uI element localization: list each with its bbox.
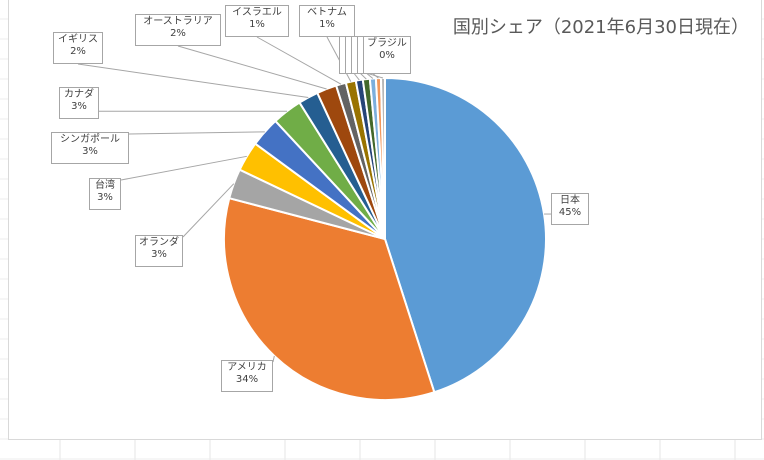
- leader-line: [77, 63, 309, 98]
- data-label-category: シンガポール: [60, 134, 120, 145]
- data-label: アメリカ 34%: [221, 360, 273, 392]
- data-label-category: アメリカ: [227, 362, 267, 373]
- data-label: イギリス 2%: [53, 32, 103, 64]
- chart-area[interactable]: 国別シェア（2021年6月30日現在） 日本 45% アメリカ 34% オランダ 3% 台湾…: [8, 0, 762, 440]
- data-label-value: 3%: [82, 146, 98, 157]
- leader-line: [128, 131, 265, 135]
- chart-title: 国別シェア（2021年6月30日現在）: [452, 17, 749, 38]
- data-label-value: 45%: [558, 207, 582, 218]
- data-label: ベトナム 1%: [299, 5, 355, 37]
- data-label-value: 3%: [97, 192, 113, 203]
- pie-slice[interactable]: [223, 196, 436, 401]
- leader-line: [177, 45, 327, 90]
- data-label-value: 1%: [319, 19, 335, 30]
- data-label-category: オランダ: [139, 237, 179, 248]
- data-label-value: 0%: [379, 50, 395, 61]
- data-label-value: 3%: [71, 101, 87, 112]
- data-label: 日本 45%: [551, 193, 589, 225]
- leader-line: [120, 155, 247, 181]
- data-label-category: イギリス: [58, 34, 98, 45]
- leader-line: [272, 355, 275, 363]
- data-label-category: ベトナム: [307, 7, 347, 18]
- data-label-category: カナダ: [64, 89, 94, 100]
- data-label: イスラエル 1%: [225, 5, 289, 37]
- data-label: オランダ 3%: [135, 235, 183, 267]
- data-label-value: 3%: [151, 249, 167, 260]
- leader-line: [256, 36, 342, 85]
- data-label: 台湾 3%: [89, 178, 121, 210]
- leader-line: [326, 36, 352, 82]
- data-label-category: 台湾: [95, 180, 115, 191]
- data-label-category: ブラジル: [367, 38, 407, 49]
- data-label-category: 日本: [560, 195, 580, 206]
- data-label-category: イスラエル: [232, 7, 282, 18]
- data-label-category: オーストラリア: [143, 16, 213, 27]
- data-label: オーストラリア 2%: [135, 14, 221, 46]
- pie-chart: [77, 36, 551, 401]
- data-label: カナダ 3%: [59, 87, 99, 119]
- data-label-value: 34%: [235, 374, 259, 385]
- data-label-value: 2%: [70, 46, 86, 57]
- data-label-value: 2%: [170, 28, 186, 39]
- leader-line: [182, 183, 235, 238]
- data-label-value: 1%: [249, 19, 265, 30]
- data-label: シンガポール 3%: [51, 132, 129, 164]
- data-label: ブラジル 0%: [363, 36, 411, 74]
- pie-slice[interactable]: [379, 76, 386, 240]
